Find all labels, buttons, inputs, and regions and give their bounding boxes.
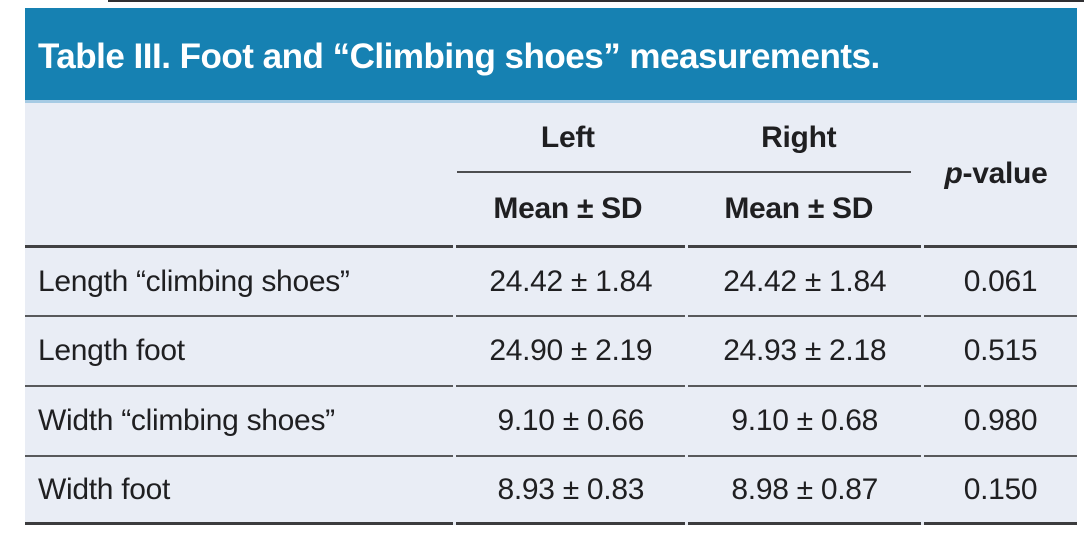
right-mean-sd-value: 9.10 ± 0.68 [688,385,921,455]
column-group-underline [457,171,911,173]
pvalue-cell: 0.061 [923,245,1077,315]
column-group-right: Right [761,121,837,154]
table-title: Table III. Foot and “Climbing shoes” mea… [38,37,880,76]
left-mean-sd-value: 24.90 ± 2.19 [456,315,686,385]
row-label: Width foot [25,455,454,525]
left-mean-sd-value: 8.93 ± 0.83 [456,455,686,525]
right-mean-sd-value: 24.42 ± 1.84 [688,245,921,315]
table-row: Width “climbing shoes” 9.10 ± 0.66 9.10 … [25,385,1077,455]
left-mean-sd-value: 9.10 ± 0.66 [456,385,686,455]
measurements-table: Table III. Foot and “Climbing shoes” mea… [25,8,1077,525]
right-mean-sd-value: 24.93 ± 2.18 [688,315,921,385]
pvalue-cell: 0.980 [923,385,1077,455]
top-crop-rule [108,0,1084,2]
table-title-bar: Table III. Foot and “Climbing shoes” mea… [25,8,1077,103]
row-label: Length “climbing shoes” [25,245,454,315]
pvalue-cell: 0.515 [923,315,1077,385]
row-label: Width “climbing shoes” [25,385,454,455]
column-header-pvalue: p -value [915,103,1077,245]
table-row: Width foot 8.93 ± 0.83 8.98 ± 0.87 0.150 [25,455,1077,525]
left-mean-sd-value: 24.42 ± 1.84 [456,245,686,315]
table-row: Length foot 24.90 ± 2.19 24.93 ± 2.18 0.… [25,315,1077,385]
column-group-left: Left [540,121,595,154]
subheader-right-mean-sd: Mean ± SD [724,192,874,225]
table-header: Left Right Mean ± SD Mean ± SD p -value [25,103,1077,245]
pvalue-cell: 0.150 [923,455,1077,525]
subheader-left-mean-sd: Mean ± SD [493,192,643,225]
table-row: Length “climbing shoes” 24.42 ± 1.84 24.… [25,245,1077,315]
pvalue-suffix: -value [962,157,1048,190]
right-mean-sd-value: 8.98 ± 0.87 [688,455,921,525]
pvalue-italic-p: p [944,157,963,190]
row-label: Length foot [25,315,454,385]
table-body: Left Right Mean ± SD Mean ± SD p -value L… [25,103,1077,525]
